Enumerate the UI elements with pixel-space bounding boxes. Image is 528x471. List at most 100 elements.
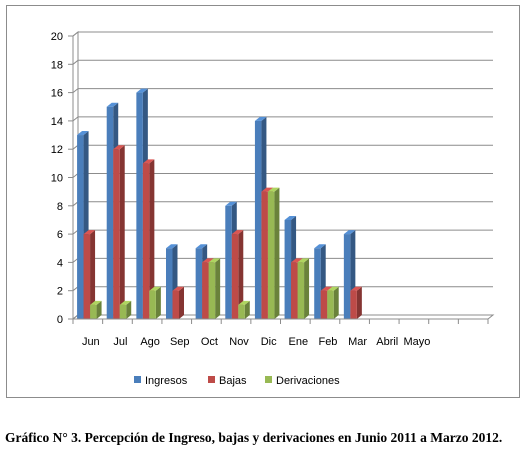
bar-front xyxy=(106,106,114,319)
bar-front xyxy=(320,290,328,319)
bar-front xyxy=(297,262,305,319)
bar xyxy=(142,159,155,319)
bar-front xyxy=(113,149,120,319)
bar-side xyxy=(333,286,339,319)
gridline xyxy=(72,201,493,207)
bar-front xyxy=(267,191,275,319)
gridline xyxy=(72,173,493,178)
bar-top xyxy=(119,300,132,305)
bar-top xyxy=(142,159,155,164)
x-tick-label: Mar xyxy=(348,336,367,348)
bar-top xyxy=(238,300,250,305)
bar-top xyxy=(314,244,326,249)
gridline xyxy=(72,116,493,122)
y-tick-label: 2 xyxy=(57,286,63,298)
bar-top xyxy=(202,258,214,263)
y-tick-label: 4 xyxy=(57,257,63,269)
bar-top xyxy=(267,187,280,192)
legend-swatch xyxy=(134,376,141,383)
floor xyxy=(71,314,495,320)
bar-side xyxy=(304,258,310,319)
bar-top xyxy=(106,102,119,107)
bar-top xyxy=(320,286,333,291)
y-tick-label: 14 xyxy=(51,116,63,128)
gridline xyxy=(72,229,493,235)
bar xyxy=(267,187,280,319)
y-tick-label: 8 xyxy=(57,201,63,213)
bar xyxy=(149,286,161,319)
bar-top xyxy=(208,258,221,263)
bar-top xyxy=(297,258,310,263)
bar-front xyxy=(238,304,245,319)
bar-top xyxy=(136,88,148,93)
gridline xyxy=(72,257,493,263)
bar-front xyxy=(225,205,232,319)
legend-swatch xyxy=(208,376,215,383)
y-tick-label: 16 xyxy=(51,88,63,100)
bar-front xyxy=(350,290,357,319)
bar-side xyxy=(96,300,102,319)
gridline xyxy=(72,59,493,65)
bar-front xyxy=(77,135,84,319)
x-tick-label: Oct xyxy=(201,336,218,348)
bar-top xyxy=(231,230,244,235)
bar-front xyxy=(231,234,239,319)
x-tick-label: Nov xyxy=(229,336,249,348)
bar-top xyxy=(195,244,208,249)
bar-top xyxy=(83,230,96,235)
bar-side xyxy=(238,230,244,319)
gridline xyxy=(72,144,493,150)
bar-front xyxy=(83,234,91,319)
x-tick-label: Abril xyxy=(376,336,398,348)
bar-side xyxy=(90,230,96,319)
bar-front xyxy=(149,290,156,319)
bar-top xyxy=(77,131,89,136)
bar-side xyxy=(126,300,132,319)
bar-front xyxy=(136,92,143,319)
y-tick-label: 0 xyxy=(57,314,63,326)
bar-top xyxy=(166,244,178,249)
bar-front xyxy=(284,219,292,319)
x-tick-label: Sep xyxy=(170,336,190,348)
bar-side xyxy=(215,258,221,319)
bar-front xyxy=(343,234,351,319)
x-tick-label: Feb xyxy=(318,336,337,348)
y-tick-label: 12 xyxy=(51,144,63,156)
y-tick-label: 18 xyxy=(51,59,63,71)
y-tick-label: 6 xyxy=(57,229,63,241)
bar xyxy=(350,286,362,319)
bar-top xyxy=(254,116,267,121)
legend-label: Bajas xyxy=(219,375,247,387)
gridline xyxy=(72,31,493,37)
y-tick-label: 20 xyxy=(51,31,63,43)
x-tick-label: Ene xyxy=(289,336,309,348)
x-tick-label: Mayo xyxy=(403,336,430,348)
figure-caption: Gráfico N° 3. Percepción de Ingreso, baj… xyxy=(5,430,503,445)
bar-side xyxy=(244,300,250,319)
bar-top xyxy=(284,215,297,220)
bar xyxy=(297,258,310,319)
bar-front xyxy=(166,248,173,319)
bar-top xyxy=(90,300,102,305)
bar-top xyxy=(350,286,362,291)
bar-front xyxy=(90,304,97,319)
bar-top xyxy=(172,286,184,291)
x-tick-label: Dic xyxy=(261,336,277,348)
bar xyxy=(231,230,244,319)
bar-side xyxy=(179,286,184,319)
bar-top xyxy=(225,201,237,206)
bar-chart: 0 2 4 6 8 10 12 14 16 18 20 Jun Jul Ago Sep Oct Nov Dic En… xyxy=(51,30,495,387)
chart-frame: 0 2 4 6 8 10 12 14 16 18 20 Jun Jul Ago Sep Oct Nov Dic En… xyxy=(6,5,520,398)
gridline xyxy=(72,88,493,93)
bar-top xyxy=(261,187,273,192)
bar-side xyxy=(274,187,280,319)
bar-front xyxy=(202,262,209,319)
bar-front xyxy=(195,248,203,319)
bar-top xyxy=(327,286,339,291)
bar xyxy=(113,145,125,319)
bar xyxy=(119,300,132,319)
bar-front xyxy=(327,290,334,319)
bar-top xyxy=(291,258,303,263)
bar-front xyxy=(291,262,298,319)
bar-top xyxy=(113,145,125,150)
